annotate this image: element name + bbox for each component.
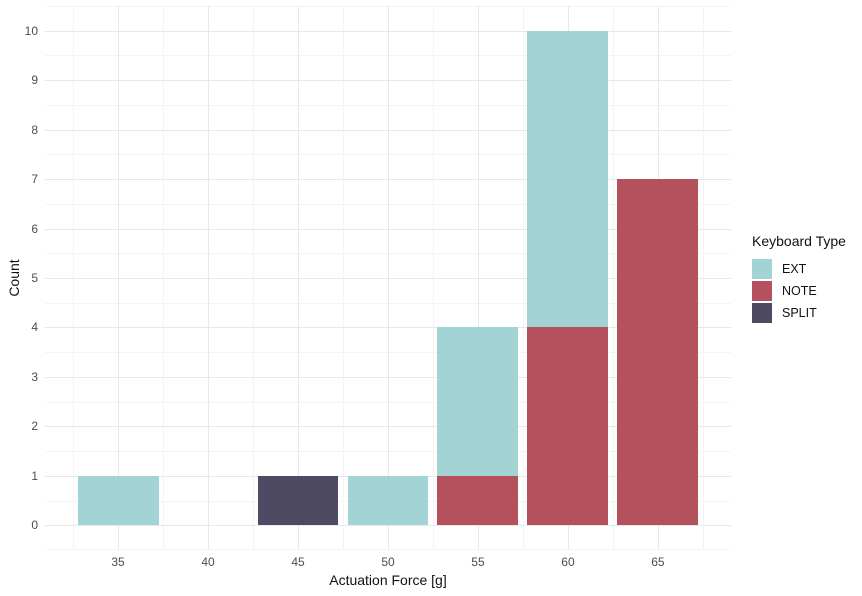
legend-label: EXT (782, 262, 807, 276)
y-tick-label: 1 (31, 468, 38, 483)
bar-segment-60-note (527, 327, 609, 526)
legend-label: NOTE (782, 284, 817, 298)
x-tick-label: 45 (291, 555, 305, 569)
legend-label: SPLIT (782, 306, 817, 320)
y-tick-label: 0 (31, 518, 38, 533)
legend: Keyboard Type EXT NOTE SPLIT (752, 233, 846, 324)
x-axis-title: Actuation Force [g] (329, 572, 447, 588)
legend-swatch-split (752, 303, 772, 323)
x-tick-label: 40 (201, 555, 215, 569)
y-tick-label: 3 (31, 369, 38, 384)
bar-segment-60-ext (527, 30, 609, 328)
legend-items: EXT NOTE SPLIT (752, 258, 846, 324)
x-tick-label: 50 (381, 555, 395, 569)
y-tick-label: 4 (31, 320, 38, 335)
bar-segment-65-note (617, 179, 699, 526)
bar-segment-45-split (257, 475, 339, 526)
x-tick-label: 65 (651, 555, 665, 569)
gridline-major-x (208, 6, 210, 550)
gridline-major-x (298, 6, 300, 550)
plot-panel (45, 6, 731, 550)
y-tick-label: 5 (31, 271, 38, 285)
legend-item-note: NOTE (752, 280, 846, 302)
gridline-major-x (118, 6, 120, 550)
legend-swatch-ext (752, 259, 772, 279)
gridline-major-x (477, 6, 479, 550)
bar-segment-55-ext (437, 327, 519, 476)
x-tick-label: 35 (111, 555, 125, 569)
legend-item-split: SPLIT (752, 302, 846, 324)
bar-segment-35-ext (77, 475, 159, 526)
bar-segment-55-note (437, 475, 519, 526)
y-tick-label: 6 (31, 221, 38, 236)
x-tick-label: 60 (561, 555, 575, 569)
y-tick-label: 7 (31, 172, 38, 187)
legend-swatch-note (752, 281, 772, 301)
bar-segment-50-ext (347, 475, 429, 526)
legend-title: Keyboard Type (752, 233, 846, 249)
y-tick-label: 8 (31, 122, 38, 137)
y-tick-label: 9 (31, 73, 38, 88)
x-tick-label: 55 (471, 555, 485, 569)
gridline-major-x (388, 6, 389, 550)
legend-item-ext: EXT (752, 258, 846, 280)
y-tick-label: 10 (24, 23, 38, 38)
y-tick-label: 2 (31, 419, 38, 434)
y-axis-title: Count (6, 259, 22, 297)
